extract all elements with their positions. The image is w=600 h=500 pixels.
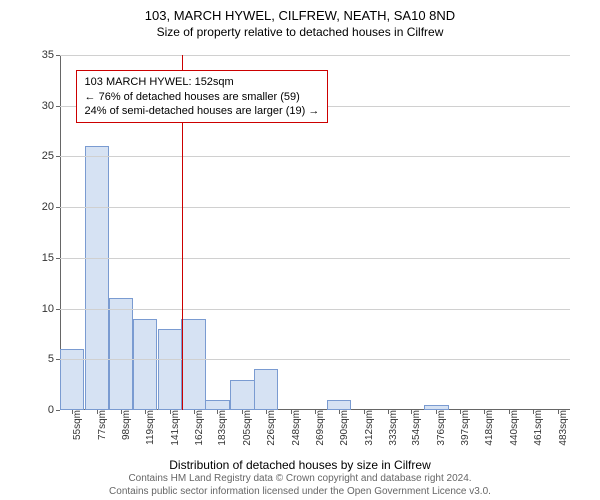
x-tick-label: 376sqm	[432, 410, 447, 446]
histogram-bar	[254, 369, 278, 410]
x-tick-mark	[72, 410, 73, 414]
x-tick-label: 119sqm	[141, 410, 156, 445]
grid-line	[60, 207, 570, 208]
grid-line	[60, 55, 570, 56]
x-tick-mark	[315, 410, 316, 414]
x-tick-label: 483sqm	[554, 410, 569, 446]
histogram-bar	[109, 298, 133, 410]
y-tick-mark	[56, 309, 60, 310]
histogram-bar	[205, 400, 229, 410]
annotation-line: ← 76% of detached houses are smaller (59…	[85, 90, 320, 104]
x-tick-label: 77sqm	[93, 410, 108, 440]
x-tick-label: 141sqm	[166, 410, 181, 446]
x-tick-label: 162sqm	[190, 410, 205, 446]
x-tick-label: 248sqm	[287, 410, 302, 446]
x-tick-mark	[145, 410, 146, 414]
footer-line: Contains public sector information licen…	[0, 485, 600, 498]
x-tick-mark	[194, 410, 195, 414]
x-tick-label: 440sqm	[505, 410, 520, 446]
x-tick-mark	[533, 410, 534, 414]
x-tick-mark	[411, 410, 412, 414]
histogram-bar	[60, 349, 84, 410]
footer-line: Contains HM Land Registry data © Crown c…	[0, 472, 600, 485]
x-tick-label: 98sqm	[117, 410, 132, 440]
x-tick-mark	[291, 410, 292, 414]
y-tick-mark	[56, 410, 60, 411]
x-tick-label: 226sqm	[262, 410, 277, 446]
x-tick-label: 183sqm	[213, 410, 228, 446]
x-tick-label: 333sqm	[384, 410, 399, 446]
chart-container: 103, MARCH HYWEL, CILFREW, NEATH, SA10 8…	[0, 0, 600, 500]
y-tick-mark	[56, 106, 60, 107]
x-tick-label: 290sqm	[335, 410, 350, 446]
y-tick-mark	[56, 156, 60, 157]
x-tick-mark	[436, 410, 437, 414]
plot-area: 0510152025303555sqm77sqm98sqm119sqm141sq…	[60, 55, 570, 410]
chart-subtitle: Size of property relative to detached ho…	[0, 23, 600, 39]
x-tick-mark	[339, 410, 340, 414]
grid-line	[60, 258, 570, 259]
x-tick-label: 205sqm	[238, 410, 253, 446]
histogram-bar	[181, 319, 205, 410]
grid-line	[60, 156, 570, 157]
y-tick-mark	[56, 258, 60, 259]
annotation-line: 103 MARCH HYWEL: 152sqm	[85, 75, 320, 89]
x-tick-mark	[388, 410, 389, 414]
x-tick-mark	[170, 410, 171, 414]
y-tick-mark	[56, 207, 60, 208]
y-tick-mark	[56, 359, 60, 360]
x-tick-mark	[509, 410, 510, 414]
x-tick-label: 397sqm	[456, 410, 471, 446]
x-tick-mark	[97, 410, 98, 414]
x-tick-mark	[266, 410, 267, 414]
x-tick-mark	[217, 410, 218, 414]
histogram-bar	[327, 400, 351, 410]
y-tick-mark	[56, 55, 60, 56]
histogram-bar	[133, 319, 157, 410]
x-tick-mark	[364, 410, 365, 414]
x-tick-mark	[121, 410, 122, 414]
x-tick-mark	[242, 410, 243, 414]
x-tick-mark	[558, 410, 559, 414]
grid-line	[60, 309, 570, 310]
annotation-box: 103 MARCH HYWEL: 152sqm ← 76% of detache…	[76, 70, 329, 123]
x-axis-label: Distribution of detached houses by size …	[0, 458, 600, 472]
x-tick-label: 55sqm	[68, 410, 83, 440]
histogram-bar	[158, 329, 182, 410]
x-tick-label: 269sqm	[311, 410, 326, 446]
chart-title: 103, MARCH HYWEL, CILFREW, NEATH, SA10 8…	[0, 0, 600, 23]
x-tick-label: 354sqm	[407, 410, 422, 446]
histogram-bar	[230, 380, 254, 410]
grid-line	[60, 359, 570, 360]
annotation-line: 24% of semi-detached houses are larger (…	[85, 104, 320, 118]
x-tick-label: 312sqm	[360, 410, 375, 446]
x-tick-mark	[484, 410, 485, 414]
x-tick-mark	[460, 410, 461, 414]
x-tick-label: 418sqm	[480, 410, 495, 446]
histogram-bar	[85, 146, 109, 410]
footer: Contains HM Land Registry data © Crown c…	[0, 472, 600, 498]
x-tick-label: 461sqm	[529, 410, 544, 446]
